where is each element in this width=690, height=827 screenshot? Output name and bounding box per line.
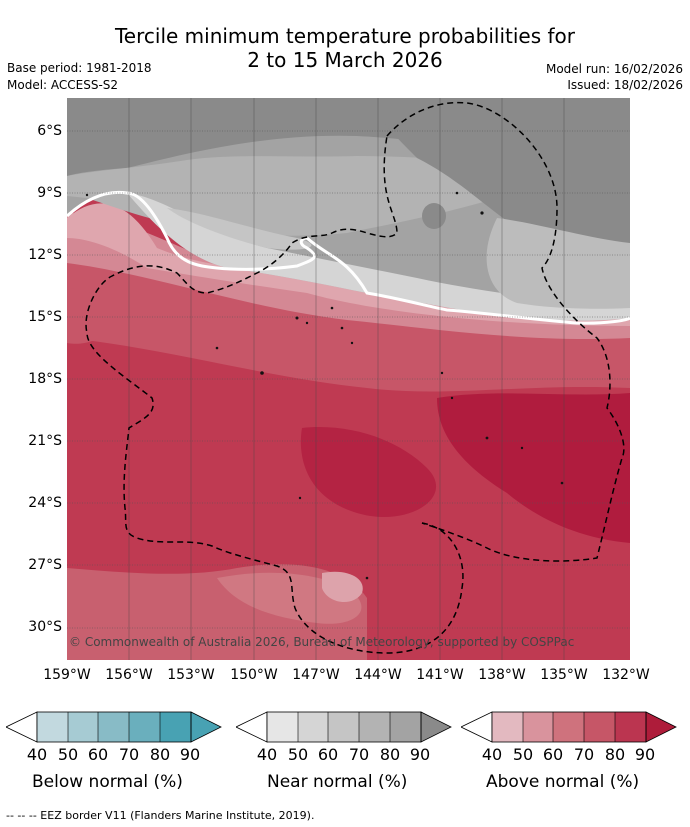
lon-tick: 147°W [292, 667, 340, 683]
cb-above-tick: 50 [512, 745, 534, 764]
cb-above-tick: 70 [573, 745, 595, 764]
probability-map: © Commonwealth of Australia 2026, Bureau… [67, 98, 630, 660]
lon-tick: 153°W [167, 667, 215, 683]
cb-above-tick: 40 [481, 745, 503, 764]
cb-near-tick: 80 [379, 745, 401, 764]
cb-near-tick: 90 [409, 745, 431, 764]
lat-tick: 12°S [28, 247, 62, 263]
eez-legend-note: -- -- -- EEZ border V11 (Flanders Marine… [6, 809, 315, 822]
base-period: Base period: 1981-2018 [7, 61, 152, 75]
lon-tick: 135°W [540, 667, 588, 683]
lon-tick: 132°W [602, 667, 650, 683]
lat-tick: 18°S [28, 371, 62, 387]
cb-below-tick: 50 [57, 745, 79, 764]
cb-near-tick: 40 [256, 745, 278, 764]
lat-tick: 24°S [28, 495, 62, 511]
lat-tick: 27°S [28, 557, 62, 573]
colorbar-label-near: Near normal (%) [267, 772, 408, 792]
lat-tick: 15°S [28, 309, 62, 325]
cb-below-tick: 70 [118, 745, 140, 764]
lat-tick: 21°S [28, 433, 62, 449]
cb-below-tick: 40 [26, 745, 48, 764]
lon-tick: 141°W [416, 667, 464, 683]
lon-tick: 138°W [478, 667, 526, 683]
cb-near-tick: 70 [348, 745, 370, 764]
cb-near-tick: 60 [317, 745, 339, 764]
model-name: Model: ACCESS-S2 [7, 78, 119, 92]
issued-date: Issued: 18/02/2026 [567, 78, 683, 92]
lat-tick: 9°S [37, 185, 62, 201]
colorbar-above-normal [461, 711, 677, 743]
lat-tick: 30°S [28, 619, 62, 635]
map-title-line2: 2 to 15 March 2026 [247, 48, 443, 72]
colorbar-label-below: Below normal (%) [32, 772, 183, 792]
cb-above-tick: 60 [542, 745, 564, 764]
colorbar-near-normal [236, 711, 452, 743]
lon-tick: 144°W [354, 667, 402, 683]
copyright-notice: © Commonwealth of Australia 2026, Bureau… [69, 635, 574, 649]
lon-tick: 150°W [230, 667, 278, 683]
map-title-line1: Tercile minimum temperature probabilitie… [114, 24, 576, 48]
lon-tick: 156°W [105, 667, 153, 683]
cb-above-tick: 90 [634, 745, 656, 764]
lon-tick: 159°W [43, 667, 91, 683]
cb-near-tick: 50 [287, 745, 309, 764]
cb-below-tick: 60 [87, 745, 109, 764]
cb-below-tick: 80 [149, 745, 171, 764]
cb-above-tick: 80 [604, 745, 626, 764]
colorbar-label-above: Above normal (%) [486, 772, 640, 792]
model-run: Model run: 16/02/2026 [545, 62, 683, 76]
colorbar-below-normal [6, 711, 222, 743]
lat-tick: 6°S [37, 123, 62, 139]
cb-below-tick: 90 [179, 745, 201, 764]
